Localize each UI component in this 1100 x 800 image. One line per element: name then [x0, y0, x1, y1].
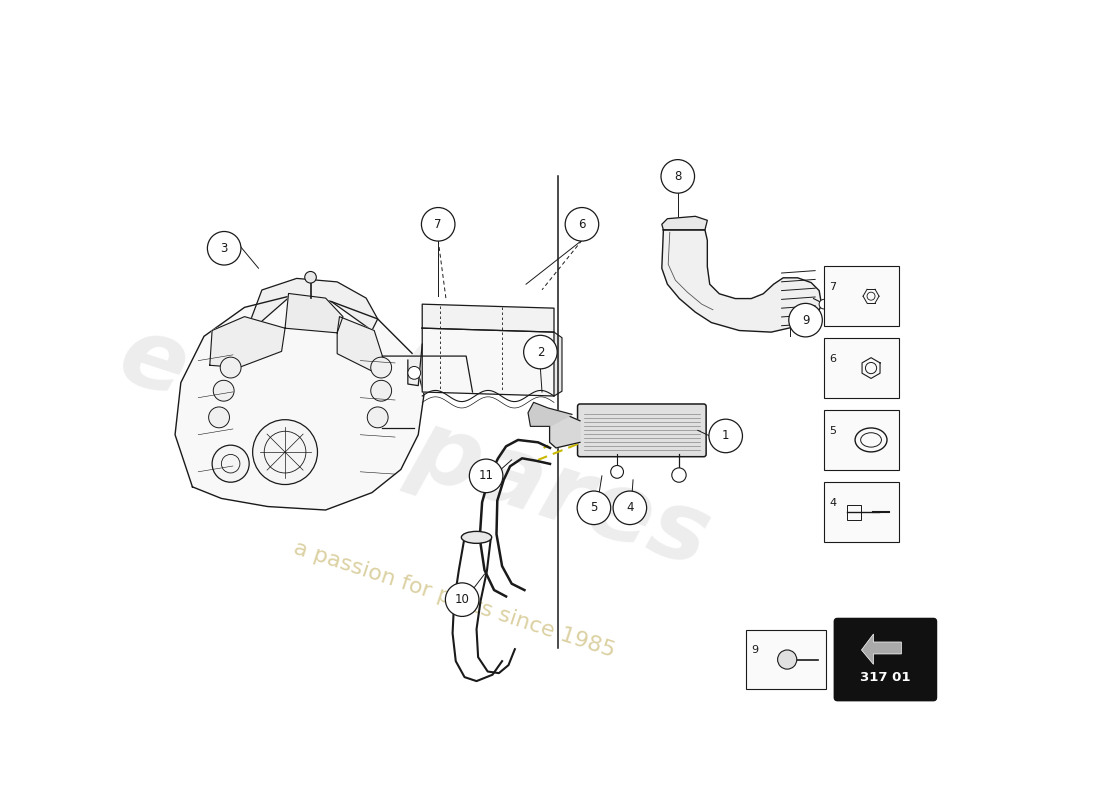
FancyBboxPatch shape — [834, 618, 936, 701]
Text: a passion for parts since 1985: a passion for parts since 1985 — [290, 538, 617, 662]
Polygon shape — [861, 634, 901, 664]
Text: 11: 11 — [478, 470, 494, 482]
Circle shape — [820, 299, 828, 309]
Circle shape — [220, 357, 241, 378]
Circle shape — [408, 366, 420, 379]
Text: 317 01: 317 01 — [860, 670, 911, 684]
Polygon shape — [662, 216, 707, 230]
Text: 10: 10 — [454, 593, 470, 606]
Circle shape — [613, 491, 647, 525]
Polygon shape — [338, 317, 384, 371]
Circle shape — [208, 231, 241, 265]
Circle shape — [610, 466, 624, 478]
FancyBboxPatch shape — [824, 266, 900, 326]
Text: 7: 7 — [829, 282, 836, 292]
Circle shape — [212, 445, 250, 482]
Text: 5: 5 — [829, 426, 836, 436]
Polygon shape — [244, 278, 377, 336]
Text: 1: 1 — [722, 430, 729, 442]
Circle shape — [371, 357, 392, 378]
Polygon shape — [528, 402, 572, 426]
Text: 4: 4 — [829, 498, 836, 508]
Text: 4: 4 — [626, 502, 634, 514]
Circle shape — [565, 207, 598, 241]
Circle shape — [661, 160, 694, 193]
Text: 9: 9 — [751, 645, 758, 655]
Ellipse shape — [461, 531, 492, 543]
Polygon shape — [210, 317, 285, 367]
Polygon shape — [422, 328, 554, 396]
Circle shape — [524, 335, 558, 369]
Circle shape — [213, 380, 234, 401]
Text: 5: 5 — [591, 502, 597, 514]
Text: 9: 9 — [802, 314, 810, 326]
Circle shape — [446, 583, 478, 617]
Text: 3: 3 — [220, 242, 228, 254]
Polygon shape — [662, 230, 822, 332]
Circle shape — [672, 468, 686, 482]
Circle shape — [778, 650, 796, 669]
Circle shape — [253, 420, 318, 485]
Circle shape — [789, 303, 823, 337]
Circle shape — [305, 271, 317, 283]
Polygon shape — [422, 304, 554, 332]
Text: eurospares: eurospares — [108, 309, 722, 587]
FancyBboxPatch shape — [824, 338, 900, 398]
Circle shape — [371, 380, 392, 401]
Circle shape — [209, 407, 230, 428]
FancyBboxPatch shape — [578, 404, 706, 457]
Polygon shape — [408, 344, 422, 386]
Text: 6: 6 — [579, 218, 585, 231]
Circle shape — [708, 419, 742, 453]
Polygon shape — [554, 332, 562, 396]
Circle shape — [578, 491, 610, 525]
Polygon shape — [175, 296, 424, 510]
Circle shape — [367, 407, 388, 428]
Text: 6: 6 — [829, 354, 836, 364]
FancyBboxPatch shape — [824, 410, 900, 470]
Text: 7: 7 — [434, 218, 442, 231]
FancyBboxPatch shape — [824, 482, 900, 542]
Polygon shape — [550, 410, 580, 448]
FancyBboxPatch shape — [746, 630, 825, 690]
Text: 2: 2 — [537, 346, 544, 358]
Polygon shape — [285, 294, 343, 333]
Circle shape — [421, 207, 455, 241]
Circle shape — [470, 459, 503, 493]
Text: 8: 8 — [674, 170, 682, 183]
